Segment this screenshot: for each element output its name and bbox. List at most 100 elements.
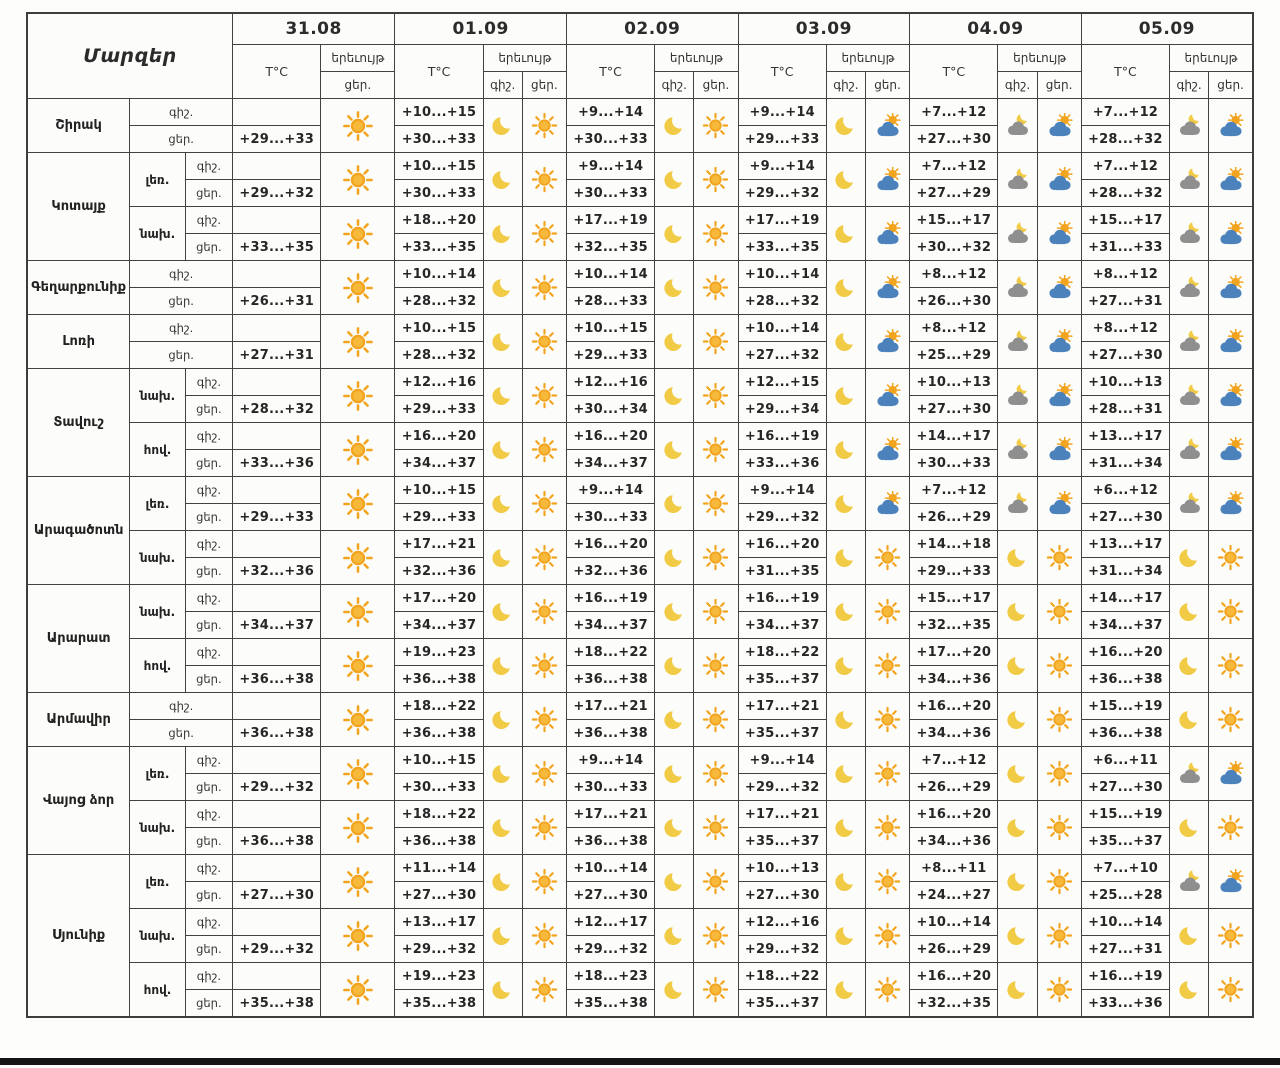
weather-night-cell — [1169, 98, 1210, 153]
weather-day-cell — [864, 260, 911, 315]
sun-icon — [695, 435, 737, 464]
sun-cloud-icon — [1038, 166, 1080, 193]
moon-icon — [484, 814, 521, 841]
day-row-label: ցեր. — [184, 503, 234, 531]
forecast-row-day: ցեր. +27...+31 +28...+32 +29...+33 +27...+32… — [27, 341, 1253, 369]
moon-icon — [827, 598, 864, 625]
weather-night-cell — [997, 908, 1038, 963]
temp-day: +26...+29 — [909, 935, 999, 963]
temp-night: +10...+15 — [394, 476, 484, 504]
weather-day-cell — [864, 476, 911, 531]
sun-cloud-icon — [866, 166, 908, 193]
regions-corner-header: Մարզեր — [26, 12, 234, 99]
sun-icon — [322, 595, 394, 629]
temp-day: +24...+27 — [909, 881, 999, 909]
weather-day-cell — [1208, 638, 1254, 693]
temp-day: +32...+36 — [394, 557, 484, 585]
weather-day-cell — [693, 98, 739, 153]
moon-icon — [827, 490, 864, 517]
temp-day: +36...+38 — [232, 719, 322, 747]
sun-icon — [1038, 867, 1080, 896]
phenomenon-header: երեւույթ — [997, 44, 1082, 72]
weather-night-cell — [482, 854, 523, 909]
temp-day: +30...+33 — [394, 773, 484, 801]
weather-night-cell — [482, 314, 523, 369]
weather-night-cell — [997, 962, 1038, 1018]
temp-night: +10...+14 — [1080, 908, 1171, 936]
moon-icon — [827, 220, 864, 247]
forecast-row-day: ցեր. +29...+32 +30...+33 +30...+33 +29...+32… — [27, 773, 1253, 801]
sun-icon — [695, 111, 737, 140]
weather-night-cell — [825, 854, 866, 909]
weather-night-cell — [1169, 638, 1210, 693]
day-row-label: ցեր. — [184, 773, 234, 801]
temp-night — [232, 584, 322, 612]
weather-day-cell — [521, 638, 567, 693]
weather-night-cell — [825, 908, 866, 963]
temp-day: +27...+30 — [1080, 503, 1171, 531]
moon-icon — [484, 760, 521, 787]
sun-cloud-icon — [1038, 274, 1080, 301]
moon-icon — [827, 382, 864, 409]
temp-day: +30...+32 — [909, 233, 999, 261]
temp-night: +18...+22 — [394, 800, 484, 828]
temp-night: +17...+21 — [394, 530, 484, 558]
temp-night: +16...+20 — [565, 530, 656, 558]
forecast-row-day: ցեր. +27...+30 +27...+30 +27...+30 +27...+30… — [27, 881, 1253, 909]
weather-day-cell — [1208, 422, 1254, 477]
temp-day: +36...+38 — [565, 719, 656, 747]
temp-night: +10...+14 — [565, 260, 656, 288]
temp-day: +34...+37 — [1080, 611, 1171, 639]
temp-night: +13...+17 — [1080, 530, 1171, 558]
forecast-row-night: Սյունիք լեռ. գիշ. +11...+14 +10...+14 +10...+… — [26, 854, 1254, 1018]
weather-night-cell — [825, 98, 866, 153]
sun-icon — [1038, 975, 1080, 1004]
weather-day-cell — [864, 368, 911, 423]
forecast-row-day: ցեր. +35...+38 +35...+38 +35...+38 +35...+37… — [27, 989, 1253, 1018]
weather-night-cell — [997, 314, 1038, 369]
weather-night-cell — [482, 638, 523, 693]
weather-night-cell — [1169, 692, 1210, 747]
temp-day: +29...+32 — [737, 935, 827, 963]
temp-night: +9...+14 — [737, 98, 827, 126]
sun-icon — [695, 813, 737, 842]
sun-icon — [523, 597, 565, 626]
sun-icon — [866, 921, 908, 950]
temp-day: +34...+36 — [909, 827, 999, 855]
temp-day: +35...+38 — [565, 989, 656, 1018]
moon-cloud-icon — [999, 329, 1036, 354]
sun-icon — [523, 867, 565, 896]
night-row-label: գիշ. — [184, 584, 234, 612]
temp-night: +15...+17 — [909, 584, 999, 612]
temp-day: +30...+33 — [565, 503, 656, 531]
moon-icon — [656, 760, 693, 787]
sun-icon — [322, 379, 394, 413]
temp-night — [232, 476, 322, 504]
temp-night — [232, 800, 322, 828]
sun-icon — [695, 489, 737, 518]
weather-night-cell — [482, 908, 523, 963]
sun-icon — [322, 433, 394, 467]
sun-cloud-icon — [866, 328, 908, 355]
moon-icon — [484, 544, 521, 571]
day-row-label: ցեր. — [184, 611, 234, 639]
forecast-row-night: Արարատ նախ. գիշ. +17...+20 +16...+19 +16...+1… — [26, 584, 1254, 693]
temp-night: +10...+15 — [394, 152, 484, 180]
temp-night: +16...+20 — [394, 422, 484, 450]
moon-icon — [999, 544, 1036, 571]
table-body: Շիրակ գիշ. +10...+15 +9...+14 +9...+14 +7...+… — [26, 98, 1254, 1018]
temp-night: +10...+14 — [737, 314, 827, 342]
moon-icon — [484, 328, 521, 355]
sun-icon — [523, 975, 565, 1004]
sun-icon — [1210, 597, 1252, 626]
temp-day: +31...+34 — [1080, 449, 1171, 477]
temp-day: +29...+32 — [737, 503, 827, 531]
weather-day-cell — [864, 638, 911, 693]
sun-icon — [1210, 651, 1252, 680]
temp-day: +30...+33 — [565, 125, 656, 153]
weather-day-cell — [521, 800, 567, 855]
sun-icon — [866, 651, 908, 680]
moon-icon — [484, 706, 521, 733]
weather-night-cell — [825, 476, 866, 531]
weather-day-cell — [320, 800, 396, 855]
